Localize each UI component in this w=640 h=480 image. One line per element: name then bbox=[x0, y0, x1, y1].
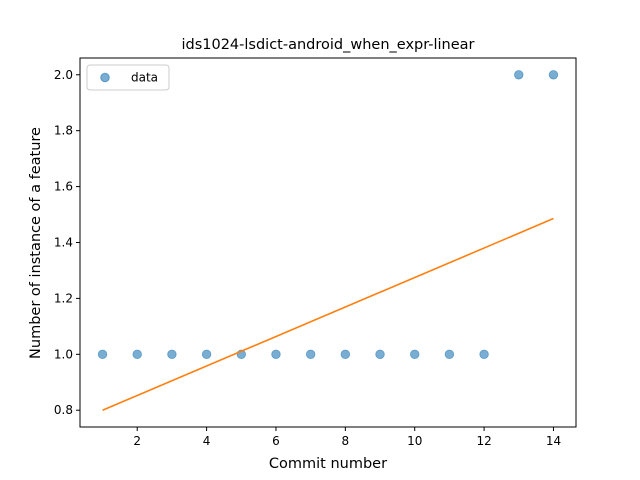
x-tick-label: 10 bbox=[407, 434, 422, 448]
data-point bbox=[340, 349, 351, 360]
y-tick-label: 1.8 bbox=[54, 124, 73, 138]
data-point bbox=[479, 349, 489, 360]
y-tick-label: 1.2 bbox=[54, 291, 73, 305]
x-axis-label: Commit number bbox=[269, 456, 387, 472]
data-point bbox=[305, 349, 316, 360]
y-tick-label: 1.0 bbox=[54, 347, 73, 361]
legend-marker bbox=[100, 72, 110, 83]
data-point bbox=[167, 349, 177, 360]
data-point bbox=[132, 349, 142, 360]
fit-line bbox=[102, 217, 554, 411]
x-tick-label: 14 bbox=[546, 434, 561, 448]
y-tick-label: 1.4 bbox=[54, 236, 73, 250]
data-point bbox=[271, 349, 281, 360]
y-axis-label: Number of instance of a feature bbox=[28, 127, 44, 359]
legend-label: data bbox=[131, 71, 158, 85]
data-point bbox=[444, 349, 455, 360]
plot-area: 2 4 6 8 10 12 14 0.8 1.0 1.2 1.4 1.6 1.8 2.0 data bbox=[54, 57, 577, 448]
x-tick-label: 4 bbox=[203, 434, 211, 448]
x-tick-label: 6 bbox=[272, 434, 280, 448]
y-tick-label: 0.8 bbox=[54, 403, 73, 417]
x-tick-label: 8 bbox=[342, 434, 350, 448]
data-point bbox=[548, 70, 559, 80]
chart-title: ids1024-lsdict-android_when_expr-linear bbox=[181, 37, 474, 53]
x-tick-label: 2 bbox=[133, 434, 141, 448]
data-point bbox=[201, 349, 212, 360]
y-tick-label: 2.0 bbox=[54, 68, 73, 82]
data-point bbox=[97, 349, 108, 360]
data-point bbox=[514, 70, 524, 80]
data-point bbox=[410, 349, 420, 360]
legend-box bbox=[86, 64, 170, 91]
y-tick-label: 1.6 bbox=[54, 180, 73, 194]
x-tick-label: 12 bbox=[476, 434, 491, 448]
data-point bbox=[375, 349, 385, 360]
